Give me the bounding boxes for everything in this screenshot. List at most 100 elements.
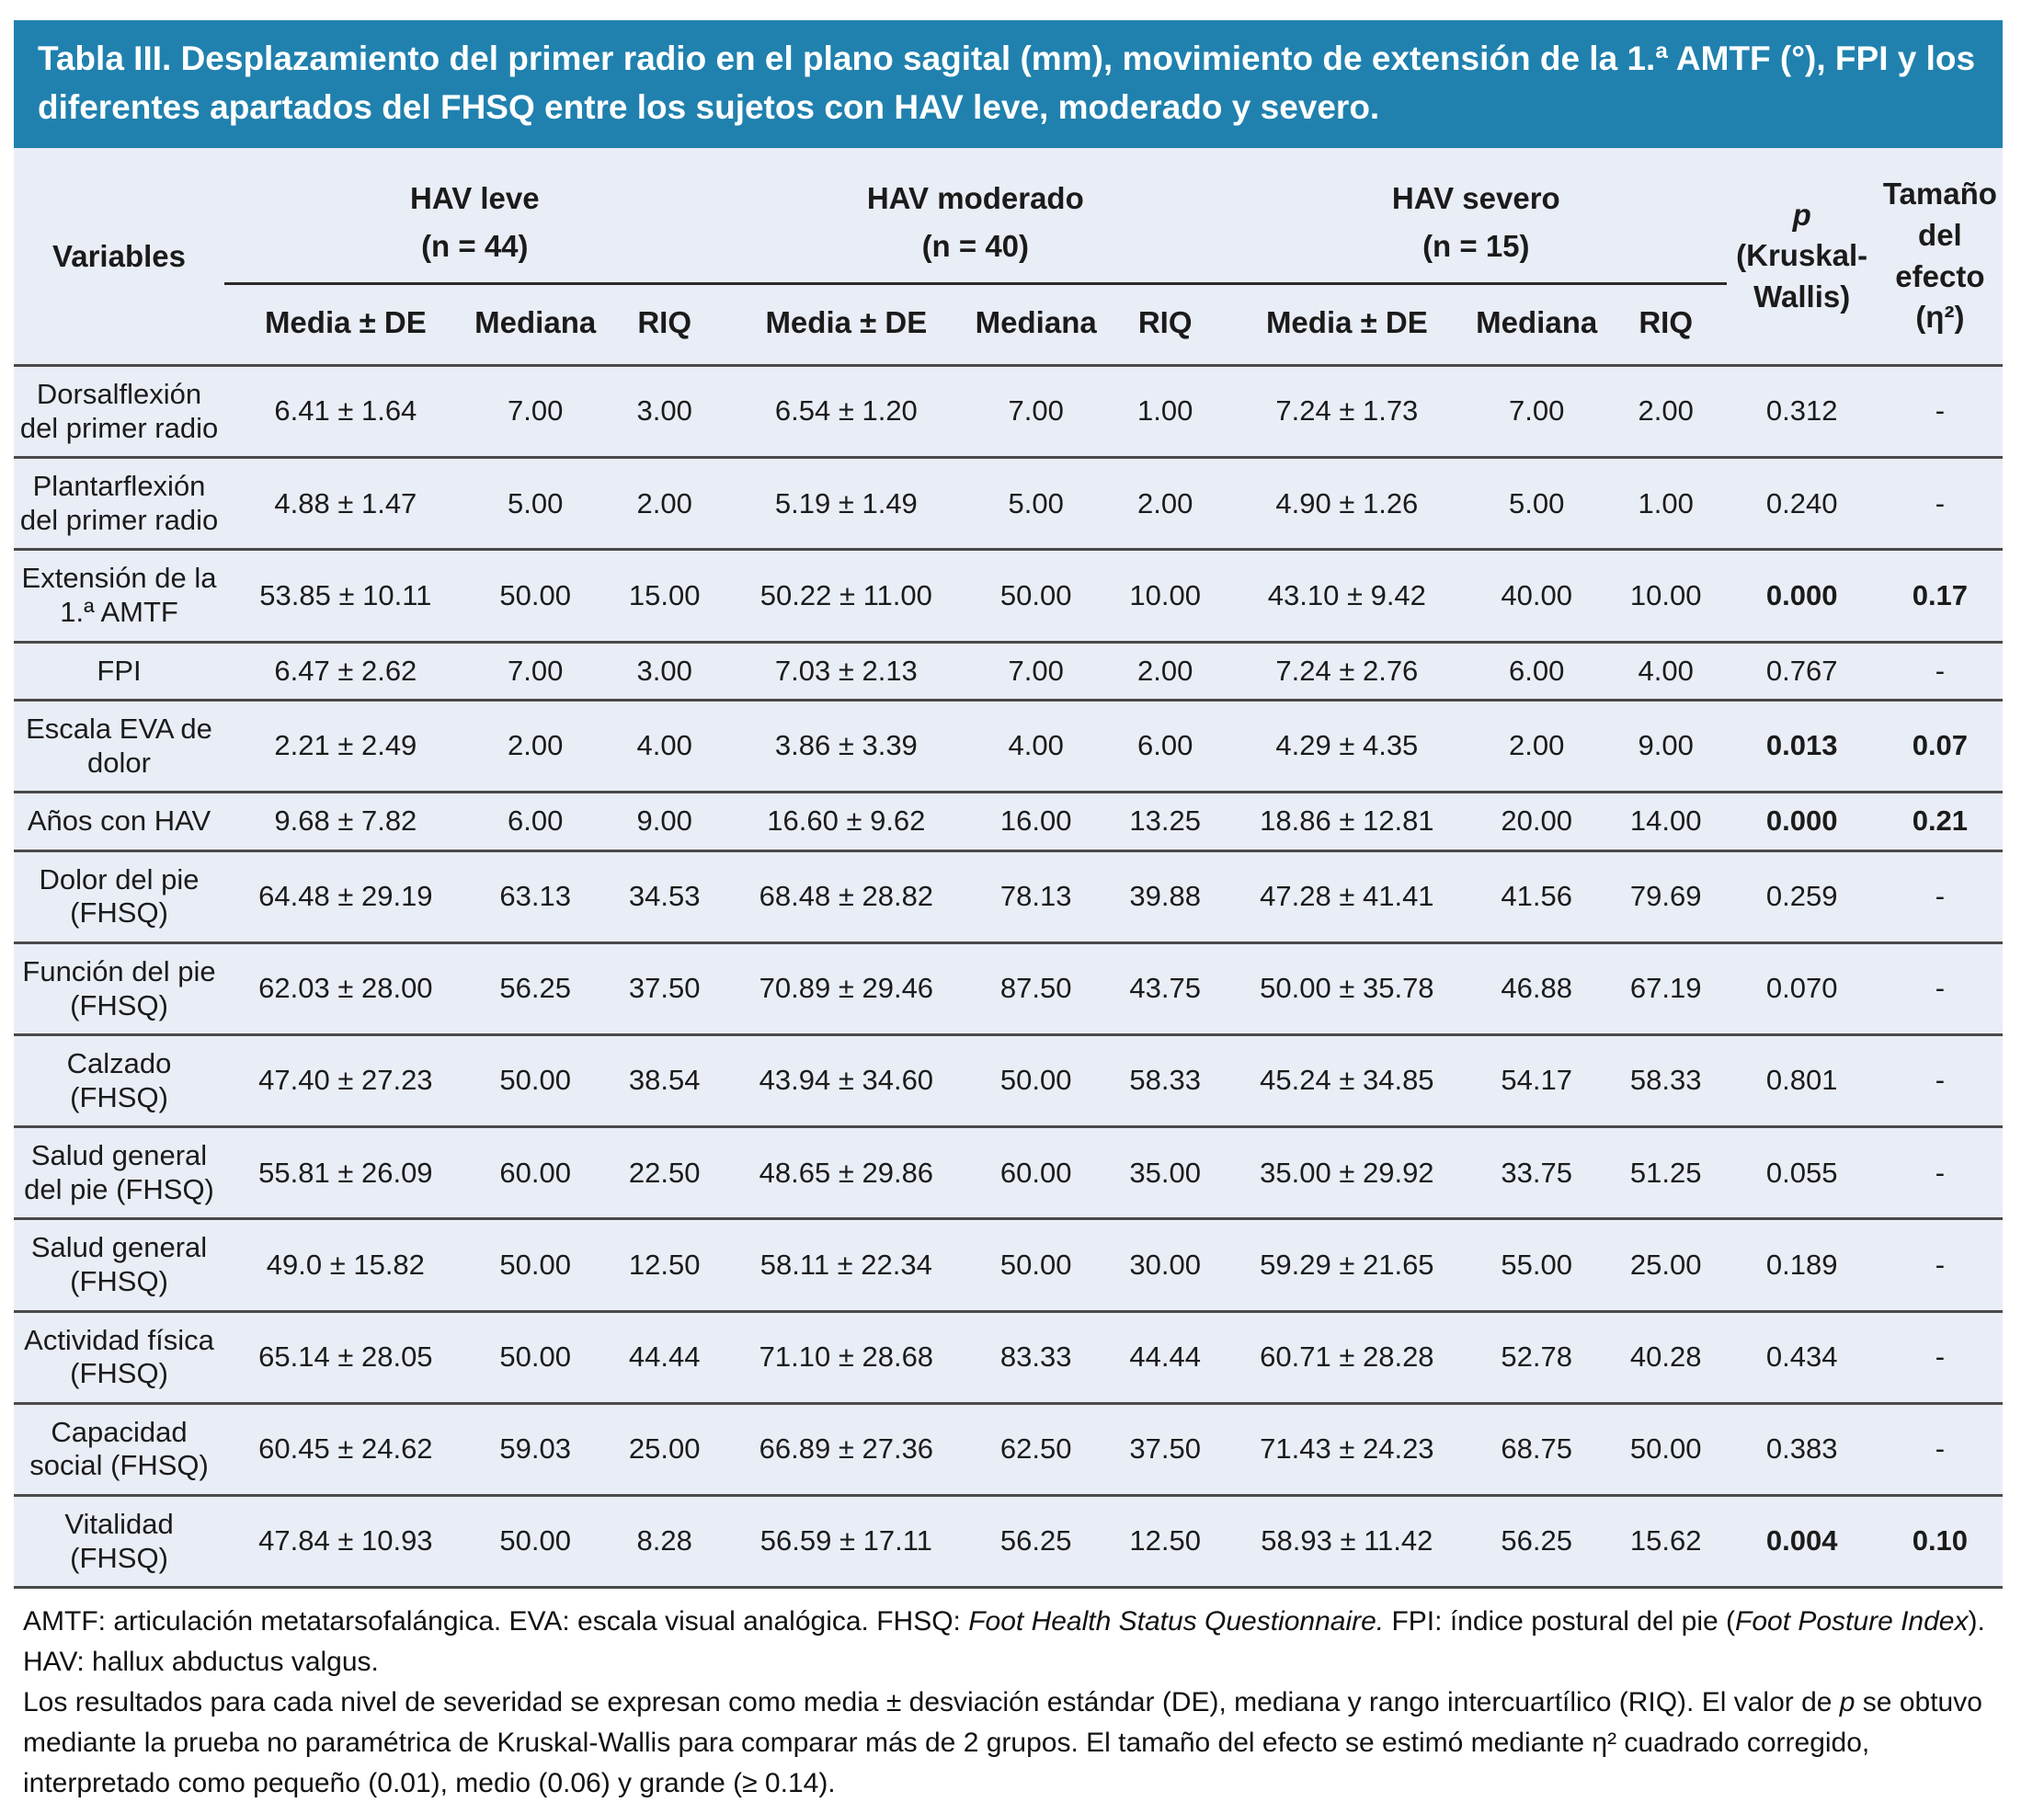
cell-riq-moderado: 2.00 [1136,486,1193,519]
cell-mediana-severo: 6.00 [1509,654,1565,687]
cell-media-moderado: 5.19 ± 1.49 [774,486,918,519]
cell-effect-size: - [1935,1340,1946,1373]
cell-media-severo: 59.29 ± 21.65 [1260,1248,1434,1281]
cell-mediana-moderado: 5.00 [1008,486,1064,519]
cell-riq-moderado: 43.75 [1129,972,1201,1005]
cell-media-leve: 6.47 ± 2.62 [274,654,417,687]
cell-p-value: 0.013 [1765,729,1838,762]
cell-p-value: 0.070 [1765,972,1838,1005]
cell-mediana-moderado: 50.00 [999,578,1072,611]
group-label: HAV moderado [866,181,1084,216]
cell-media-severo: 58.93 ± 11.42 [1261,1524,1433,1557]
cell-p-value: 0.240 [1765,486,1838,519]
cell-riq-leve: 34.53 [628,880,701,913]
table-row: Salud general del pie (FHSQ) 55.81 ± 26.0… [14,1126,2003,1219]
cell-mediana-moderado: 7.00 [1008,394,1064,428]
cell-media-leve: 4.88 ± 1.47 [274,486,417,519]
cell-media-severo: 7.24 ± 1.73 [1275,394,1419,428]
results-table: Variables HAV leve (n = 44) HAV moderado… [14,148,2003,1590]
cell-effect-size: - [1935,972,1946,1005]
cell-riq-severo: 15.62 [1629,1524,1702,1557]
cell-media-severo: 35.00 ± 29.92 [1260,1156,1434,1189]
cell-riq-severo: 14.00 [1629,804,1702,838]
variable-label: Extensión de la 1.ª AMTF [21,562,217,628]
cell-mediana-severo: 46.88 [1501,972,1572,1005]
cell-mediana-moderado: 16.00 [999,804,1072,838]
cell-mediana-severo: 33.75 [1501,1156,1572,1189]
subheader-riq-severo: RIQ [1639,305,1693,340]
cell-p-value: 0.259 [1765,880,1838,913]
cell-media-leve: 55.81 ± 26.09 [258,1156,433,1189]
cell-media-moderado: 70.89 ± 29.46 [759,972,934,1005]
subheader-media-leve: Media ± DE [264,305,427,340]
cell-riq-leve: 44.44 [628,1340,701,1373]
cell-effect-size: - [1935,1156,1946,1189]
cell-media-moderado: 66.89 ± 27.36 [759,1432,934,1466]
cell-media-moderado: 6.54 ± 1.20 [774,394,918,428]
cell-media-leve: 9.68 ± 7.82 [274,804,417,838]
cell-mediana-severo: 68.75 [1501,1432,1572,1466]
cell-p-value: 0.434 [1765,1340,1838,1373]
variable-label: Función del pie (FHSQ) [22,955,216,1021]
variable-label: Salud general (FHSQ) [30,1231,208,1298]
cell-riq-moderado: 30.00 [1129,1248,1201,1281]
cell-mediana-leve: 7.00 [508,394,564,428]
cell-riq-moderado: 2.00 [1136,654,1193,687]
cell-p-value: 0.000 [1765,804,1838,838]
cell-media-moderado: 3.86 ± 3.39 [774,729,918,762]
cell-mediana-leve: 2.00 [508,729,564,762]
cell-riq-severo: 1.00 [1638,486,1694,519]
cell-p-value: 0.767 [1765,654,1838,687]
table-row: Calzado (FHSQ) 47.40 ± 27.23 50.00 38.54 43.… [14,1034,2003,1127]
group-header-row: Variables HAV leve (n = 44) HAV moderado… [14,148,2003,334]
variable-label: Dolor del pie (FHSQ) [39,862,200,930]
cell-mediana-leve: 50.00 [499,1248,571,1281]
cell-mediana-moderado: 4.00 [1008,729,1064,762]
table-row: FPI 6.47 ± 2.62 7.00 3.00 7.03 ± 2.13 7.00 2.0… [14,642,2003,701]
table-row: Vitalidad (FHSQ) 47.84 ± 10.93 50.00 8.28 56… [14,1495,2003,1587]
variable-label: Capacidad social (FHSQ) [29,1415,209,1482]
cell-media-moderado: 68.48 ± 28.82 [759,880,934,913]
variables-column-header: Variables [52,238,186,273]
subheader-mediana-leve: Mediana [474,305,597,340]
cell-mediana-severo: 54.17 [1501,1064,1572,1097]
cell-effect-size: 0.17 [1912,578,1969,611]
cell-riq-leve: 37.50 [628,972,701,1005]
cell-p-value: 0.000 [1765,578,1838,611]
group-header-hav-severo: HAV severo (n = 15) [1226,148,1727,286]
cell-mediana-leve: 7.00 [508,654,564,687]
cell-media-severo: 45.24 ± 34.85 [1260,1064,1434,1097]
cell-mediana-moderado: 50.00 [999,1064,1072,1097]
cell-mediana-severo: 20.00 [1501,804,1572,838]
table-row: Dorsalflexión del primer radio 6.41 ± 1.6… [14,365,2003,458]
cell-effect-size: - [1935,394,1946,428]
table-title: Tabla III. Desplazamiento del primer rad… [14,20,2003,149]
cell-media-moderado: 58.11 ± 22.34 [759,1248,932,1281]
cell-riq-moderado: 44.44 [1129,1340,1201,1373]
cell-riq-severo: 2.00 [1638,394,1694,428]
cell-media-leve: 47.40 ± 27.23 [258,1064,433,1097]
cell-riq-leve: 22.50 [628,1156,701,1189]
group-n: (n = 15) [1422,229,1530,264]
cell-riq-leve: 25.00 [628,1432,701,1466]
subheader-mediana-severo: Mediana [1476,305,1598,340]
cell-media-severo: 60.71 ± 28.28 [1260,1340,1434,1373]
cell-media-severo: 43.10 ± 9.42 [1267,578,1426,611]
cell-riq-severo: 50.00 [1629,1432,1702,1466]
cell-effect-size: - [1935,880,1946,913]
cell-effect-size: - [1935,654,1946,687]
cell-riq-moderado: 13.25 [1129,804,1201,838]
cell-media-moderado: 16.60 ± 9.62 [767,804,926,838]
group-header-hav-moderado: HAV moderado (n = 40) [725,148,1227,286]
cell-mediana-moderado: 50.00 [999,1248,1072,1281]
cell-media-leve: 2.21 ± 2.49 [274,729,417,762]
cell-mediana-leve: 50.00 [499,1064,571,1097]
table-row: Actividad física (FHSQ) 65.14 ± 28.05 50.0… [14,1311,2003,1403]
cell-riq-moderado: 58.33 [1129,1064,1201,1097]
sub-header-row: Media ± DE Mediana RIQ Media ± DE Median… [14,284,2003,366]
cell-effect-size: - [1935,1432,1946,1466]
cell-media-severo: 7.24 ± 2.76 [1275,654,1419,687]
cell-p-value: 0.189 [1765,1248,1838,1281]
cell-mediana-moderado: 62.50 [999,1432,1072,1466]
cell-mediana-leve: 50.00 [499,1524,571,1557]
